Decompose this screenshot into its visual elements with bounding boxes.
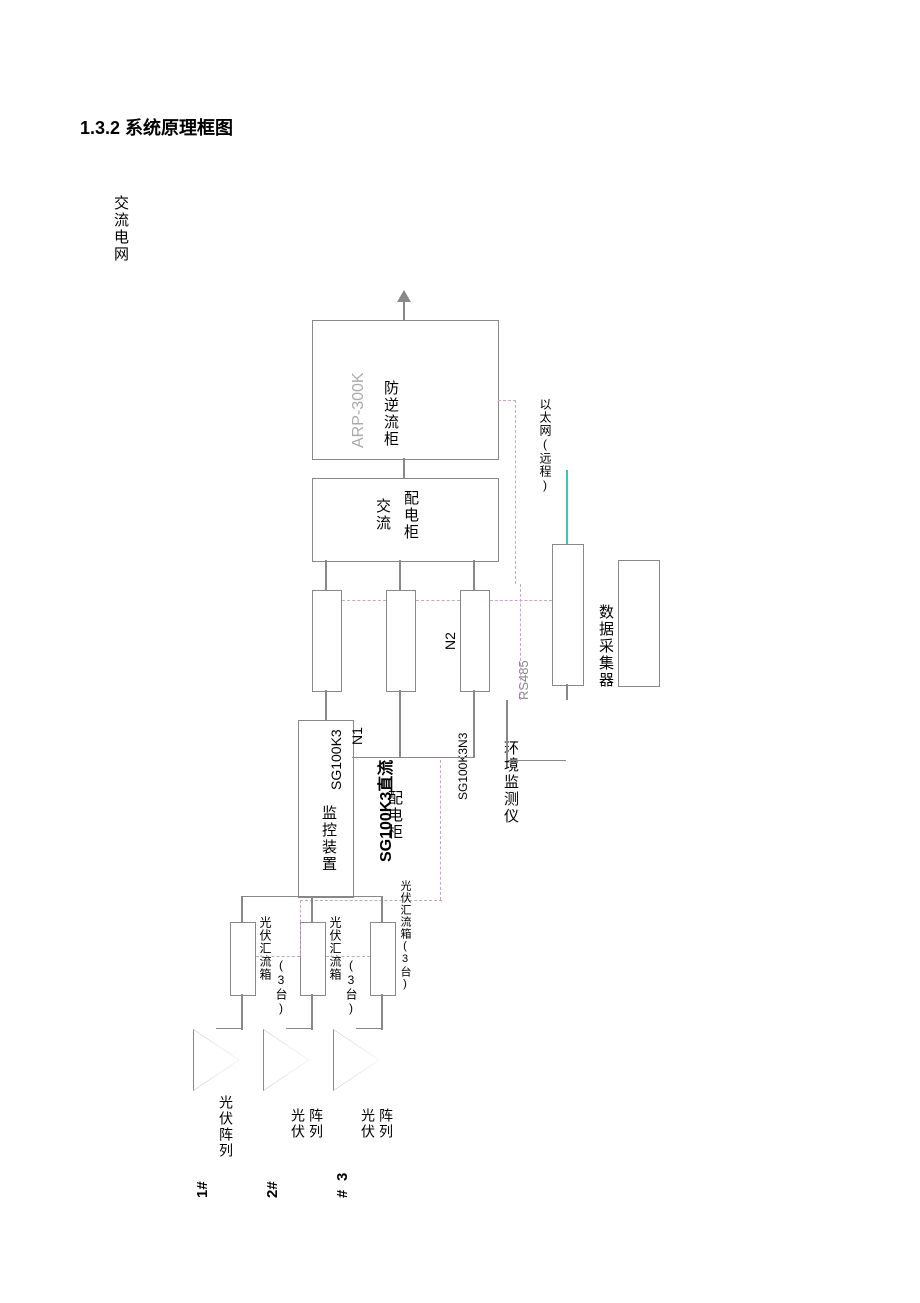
n1-label: N1 [349,727,365,745]
inverter-box-3 [460,590,490,692]
combiner-box-1 [230,922,256,996]
conn-d1 [325,690,327,720]
combiner-label-3: 光伏汇流箱(3台) [397,880,413,991]
dist-cabinet-label-2: 配电柜 [384,790,405,841]
conn-i2 [399,560,401,590]
conn-env [506,700,508,760]
conn-p1 [241,994,243,1030]
combiner-label-1: 光伏汇流箱 [257,916,274,981]
dash-row-v [520,584,521,700]
arp-label: ARP-300K [350,372,368,448]
conn-c-h [241,896,383,897]
pv-label-3a: 光伏 [358,1108,378,1140]
idx1-label: 1# [194,1181,211,1198]
pv-triangle-2 [264,1030,309,1090]
dash-cb-v [300,900,301,956]
conn-c1 [241,896,243,922]
inverter-box-1 [312,590,342,692]
output-line [403,300,405,320]
data-collector-label: 数据采集器 [595,604,616,689]
dash-cb-1 [256,956,300,957]
conn-pt3h [356,1028,383,1029]
cyan-line [566,470,568,544]
conn-pt2h [286,1028,313,1029]
conn-dc-below [566,684,568,700]
combiner-box-2 [300,922,326,996]
pv-label-2b: 阵列 [306,1108,326,1140]
pv-triangle-1 [194,1030,239,1090]
conn-p2 [311,994,313,1030]
output-arrow [397,290,411,302]
dash-row-a1 [342,600,386,601]
dash-dc-v [440,760,441,900]
dash-right-1 [515,400,516,584]
conn-c3 [381,896,383,922]
combiner-units-2: (3台) [343,958,360,1016]
conn-i3 [473,560,475,590]
rs485-label: RS485 [516,660,531,700]
idx3-label: 3 [334,1173,351,1181]
section-title: 1.3.2 系统原理框图 [80,114,233,140]
pv-triangle-3 [334,1030,379,1090]
grid-label: 交流电网 [110,195,131,263]
dash-row-a2 [416,600,460,601]
idx2-label: 2# [264,1181,281,1198]
monitor-device-label: 监控装置 [318,805,339,873]
conn-1 [403,458,405,478]
conn-d3 [473,690,475,758]
inverter-box-2 [386,590,416,692]
data-collector-box [552,544,584,686]
pv-label-2a: 光伏 [288,1108,308,1140]
pv-array-label-1: 光伏阵列 [216,1095,236,1159]
conn-i1 [325,560,327,590]
conn-d-h [352,757,475,758]
dash-dc-h [300,900,442,901]
idx3-hash: # [334,1190,351,1198]
conn-d2 [399,690,401,758]
dash-right-1h [498,400,516,401]
conn-p3 [381,994,383,1030]
combiner-box-3 [370,922,396,996]
combiner-units-1: (3台) [273,958,290,1016]
conn-c2 [311,896,313,922]
pv-label-3b: 阵列 [376,1108,396,1140]
combiner-label-2: 光伏汇流箱 [327,916,344,981]
conn-pt1h [216,1028,243,1029]
n2-label: N2 [442,632,458,650]
dash-row-a3 [490,600,552,601]
sg100k3n3-label: SG100K3N3 [456,733,470,800]
ethernet-label: 以太网(远程) [537,398,554,493]
anti-reverse-label: 防逆流柜 [380,380,401,448]
dash-cb-2 [326,956,370,957]
sg100k3-label: SG100K3 [328,729,344,790]
dist-cabinet-label-1: 配电柜 [400,490,421,541]
blank-box [618,560,660,687]
anti-reverse-box [312,320,499,460]
ac-label: 交流 [372,498,393,532]
env-monitor-label: 环境监测仪 [500,740,521,825]
line-env-dc [506,760,566,761]
